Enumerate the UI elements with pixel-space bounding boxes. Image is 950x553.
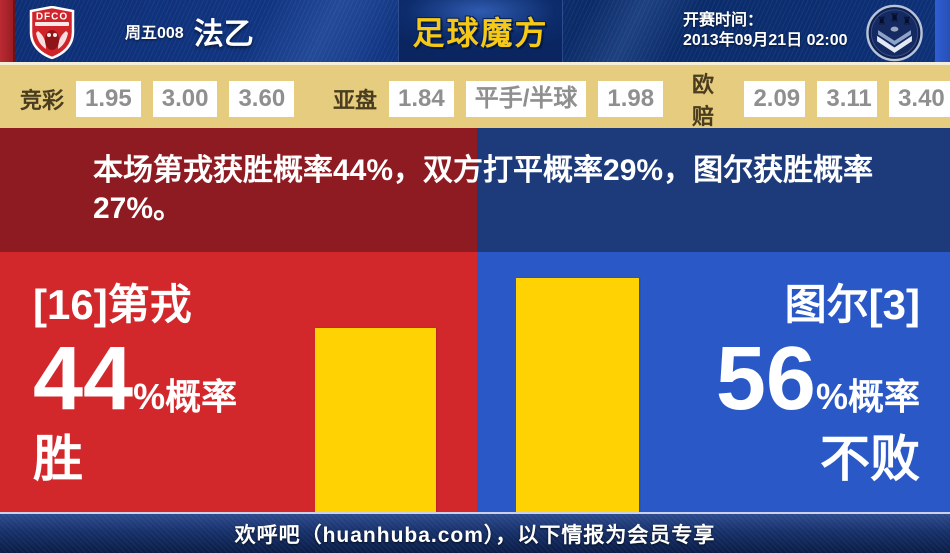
yapan-home-odds: 1.84 bbox=[389, 81, 454, 117]
oupei-away-odds: 3.40 bbox=[889, 81, 950, 117]
oupei-draw-odds: 3.11 bbox=[817, 81, 878, 117]
away-probability-bar bbox=[516, 278, 639, 512]
left-red-edge-stripe bbox=[0, 0, 15, 62]
summary-band-blue-half bbox=[477, 128, 950, 252]
oupei-label: 欧赔 bbox=[692, 72, 715, 129]
probability-band: [16]第戎 44%概率 胜 图尔[3] 56%概率 不败 bbox=[0, 252, 950, 512]
yapan-handicap: 平手/半球 bbox=[465, 81, 587, 117]
jingcai-away-odds: 3.60 bbox=[229, 81, 295, 117]
match-number: 周五008 bbox=[125, 25, 184, 42]
home-percent-value: 44 bbox=[33, 329, 134, 429]
kickoff-label: 开赛时间： bbox=[683, 12, 764, 29]
header-light-streak bbox=[238, 0, 412, 62]
summary-band-red-half bbox=[0, 128, 477, 252]
yapan-odds-group: 亚盘 1.84 平手/半球 1.98 bbox=[333, 81, 664, 117]
match-info: 周五008 法乙 bbox=[125, 0, 254, 62]
jingcai-home-odds: 1.95 bbox=[76, 81, 141, 117]
header-light-streak bbox=[558, 0, 702, 62]
away-outcome-label: 不败 bbox=[820, 431, 920, 487]
yapan-label: 亚盘 bbox=[333, 88, 378, 113]
svg-text:♜: ♜ bbox=[889, 10, 899, 24]
footer-separator-line bbox=[0, 512, 950, 514]
home-outcome-label: 胜 bbox=[33, 431, 83, 487]
jingcai-odds-group: 竞彩 1.95 3.00 3.60 bbox=[20, 81, 295, 117]
svg-text:DFCO: DFCO bbox=[36, 12, 68, 23]
yapan-away-odds: 1.98 bbox=[598, 81, 664, 117]
jingcai-draw-odds: 3.00 bbox=[152, 81, 218, 117]
kickoff-time-block: 开赛时间： 2013年09月21日 02:00 bbox=[683, 11, 848, 51]
oupei-odds-group: 欧赔 2.09 3.11 3.40 bbox=[692, 72, 950, 129]
right-blue-edge-stripe bbox=[935, 0, 950, 62]
prediction-summary-text: 本场第戎获胜概率44%，双方打平概率29%，图尔获胜概率27%。 bbox=[93, 154, 874, 225]
away-percent-value: 56 bbox=[715, 329, 816, 429]
away-percent-suffix: %概率 bbox=[815, 376, 920, 417]
oupei-home-odds: 2.09 bbox=[744, 81, 806, 117]
home-percent-line: 44%概率 bbox=[33, 334, 237, 450]
footer-site-text: 欢呼吧（huanhuba.com），以下情报为会员专享 bbox=[234, 523, 716, 547]
jingcai-label: 竞彩 bbox=[20, 88, 65, 113]
svg-text:♜: ♜ bbox=[902, 14, 912, 27]
footer-bar: 欢呼吧（huanhuba.com），以下情报为会员专享 bbox=[0, 514, 950, 553]
away-percent-line: 56%概率 bbox=[716, 334, 920, 450]
summary-band: 本场第戎获胜概率44%，双方打平概率29%，图尔获胜概率27%。 bbox=[0, 128, 950, 252]
site-logo-text: 足球魔方 bbox=[412, 15, 549, 51]
dfco-home-crest-icon: DFCO bbox=[29, 6, 75, 59]
away-team-name: 图尔[3] bbox=[784, 281, 920, 328]
league-name: 法乙 bbox=[193, 18, 254, 51]
kickoff-datetime: 2013年09月21日 02:00 bbox=[683, 32, 848, 49]
home-probability-bar bbox=[315, 328, 436, 512]
tours-away-crest-icon: ♜ ♜ ♜ bbox=[866, 4, 923, 62]
site-logo: 足球魔方 bbox=[398, 0, 563, 62]
odds-bar: 竞彩 1.95 3.00 3.60 亚盘 1.84 平手/半球 1.98 欧赔 … bbox=[0, 62, 950, 129]
home-team-name: [16]第戎 bbox=[33, 281, 192, 328]
svg-text:♜: ♜ bbox=[877, 14, 887, 27]
home-percent-suffix: %概率 bbox=[133, 376, 238, 417]
